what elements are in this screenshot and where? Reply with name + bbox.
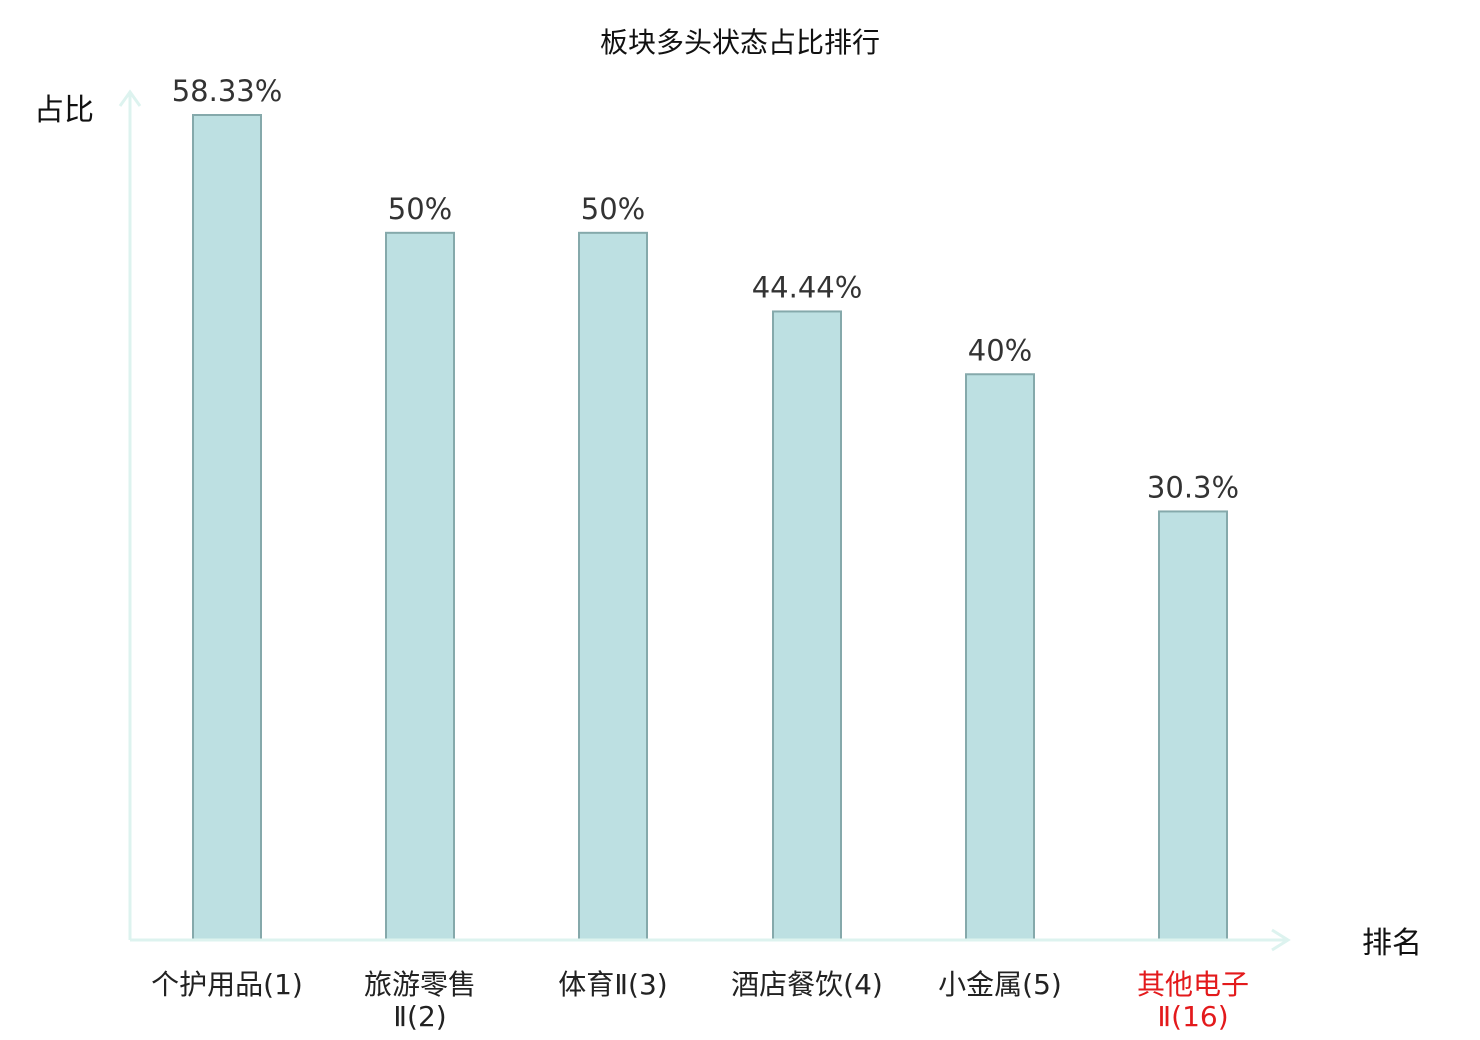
bar-value-label: 44.44% (752, 270, 863, 304)
category-label: 酒店餐饮(4) (731, 968, 883, 1001)
bar (578, 231, 648, 942)
y-axis-label: 占比 (34, 93, 94, 128)
bar (192, 114, 262, 941)
bar (385, 231, 455, 942)
category-label: 小金属(5) (938, 968, 1062, 1001)
category-label-line2: Ⅱ(2) (393, 1000, 446, 1033)
chart-title: 板块多头状态占比排行 (600, 26, 880, 59)
bar-value-label: 50% (581, 192, 645, 226)
bar (965, 373, 1035, 942)
bar-value-label: 40% (968, 333, 1032, 367)
bar-value-label: 58.33% (172, 74, 283, 108)
category-label: 个护用品(1) (151, 968, 303, 1001)
x-axis-label: 排名 (1362, 926, 1422, 961)
bar-value-label: 30.3% (1147, 470, 1239, 504)
category-label: 旅游零售 (364, 968, 476, 1001)
x-axis-arrow (1271, 928, 1291, 952)
category-label-line2: Ⅱ(16) (1157, 1000, 1228, 1033)
category-label: 其他电子 (1137, 968, 1249, 1001)
bar (772, 310, 842, 941)
bar (1158, 510, 1228, 941)
bar-value-label: 50% (388, 192, 452, 226)
category-label: 体育Ⅱ(3) (558, 968, 667, 1001)
y-axis-arrow (118, 89, 142, 107)
